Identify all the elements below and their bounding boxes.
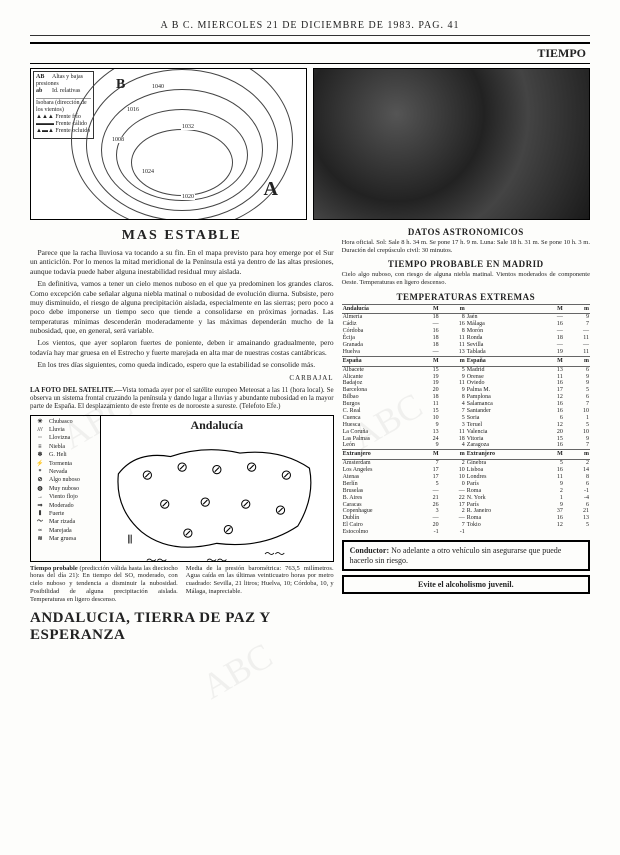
pressure-map: ABAltas y bajas presiones abId. relativa… [30,68,307,220]
watermark: ABC [194,634,279,707]
section-header: TIEMPO [30,42,590,64]
svg-text:⊘: ⊘ [199,495,211,510]
headline: MAS ESTABLE [30,228,334,244]
svg-text:⫴: ⫴ [128,533,133,546]
andalucia-map: Andalucía ⊘⊘⊘ ⊘⊘ ⊘⊘⊘⊘ ⊘⊘ ⫴ 〜〜〜〜〜〜 [101,416,333,561]
maps-row: ABAltas y bajas presiones abId. relativa… [30,68,590,220]
svg-text:⊘: ⊘ [176,460,188,475]
newspaper-page: ABC ABC ABC ABC A B C. MIERCOLES 21 DE D… [0,0,620,855]
driver-ad: Conductor: No adelante a otro vehículo s… [342,540,590,571]
svg-text:〜〜: 〜〜 [264,549,285,560]
masthead: A B C. MIERCOLES 21 DE DICIEMBRE DE 1983… [30,20,590,36]
banner-ad: ANDALUCIA, TIERRA DE PAZ Y ESPERANZA [30,610,334,644]
svg-text:⊘: ⊘ [141,468,153,483]
body-text: Parece que la racha lluviosa va tocando … [30,248,334,370]
temperature-table: AndalucíaMmMmAlmería188Jaén—9Cádiz—16Mál… [342,304,590,537]
weather-symbol-legend: ✳Chubasco///Lluvia··Llovizna≡Niebla❄G. H… [31,416,101,561]
satellite-caption: LA FOTO DEL SATELITE.—Vista tomada ayer … [30,386,334,411]
left-column: MAS ESTABLE Parece que la racha lluviosa… [30,224,334,644]
svg-text:⊘: ⊘ [240,497,252,512]
alcohol-ad: Evite el alcoholismo juvenil. [342,575,590,594]
svg-text:⊘: ⊘ [159,497,171,512]
madrid-forecast: Cielo algo nuboso, con riesgo de alguna … [342,271,590,287]
svg-text:⊘: ⊘ [211,463,223,478]
byline: CARBAJAL [30,374,334,382]
svg-text:⊘: ⊘ [275,503,287,518]
satellite-photo [313,68,590,220]
astro-data: Hora oficial. Sol: Sale 8 h. 34 m. Se po… [342,239,590,255]
svg-text:⊘: ⊘ [280,468,292,483]
astro-header: DATOS ASTRONOMICOS [342,227,590,237]
temp-header: TEMPERATURAS EXTREMAS [342,292,590,302]
right-column: DATOS ASTRONOMICOS Hora oficial. Sol: Sa… [342,224,590,644]
andalucia-panel: ✳Chubasco///Lluvia··Llovizna≡Niebla❄G. H… [30,415,334,562]
main-columns: MAS ESTABLE Parece que la racha lluviosa… [30,224,590,644]
svg-text:⊘: ⊘ [223,523,235,538]
svg-text:〜〜: 〜〜 [206,556,227,567]
svg-text:⊘: ⊘ [246,460,258,475]
svg-text:⊘: ⊘ [182,526,194,541]
madrid-header: TIEMPO PROBABLE EN MADRID [342,259,590,269]
svg-text:〜〜: 〜〜 [146,556,167,567]
